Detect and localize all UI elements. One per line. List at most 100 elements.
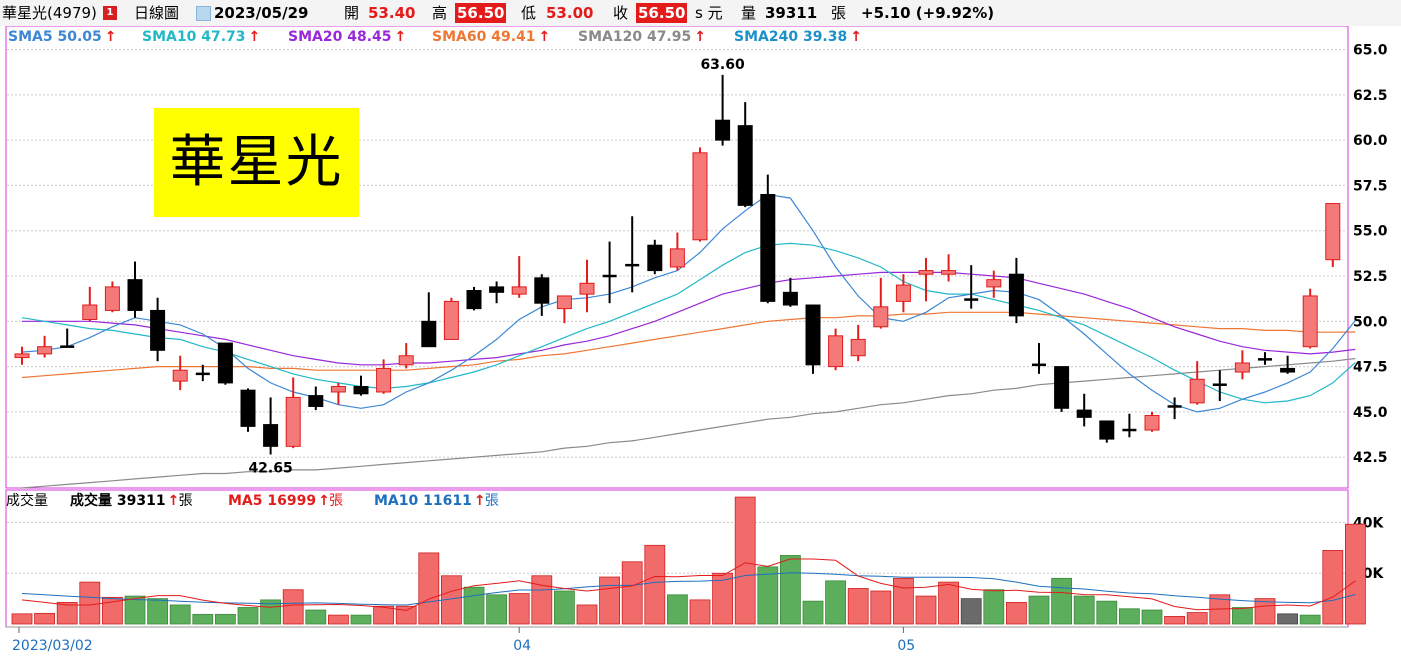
candlestick bbox=[240, 388, 256, 432]
volume-bar bbox=[34, 612, 55, 625]
candlestick bbox=[579, 259, 595, 313]
quote-date: 2023/05/29 bbox=[214, 4, 309, 22]
candle-body bbox=[150, 309, 166, 351]
high-label: 高 bbox=[432, 4, 448, 22]
candle-body bbox=[918, 270, 934, 275]
volume-bar bbox=[102, 596, 123, 625]
volume-bar bbox=[79, 581, 101, 625]
candlestick bbox=[353, 375, 369, 396]
volume-legend: 成交量 成交量 39311 ↑ 張 MA5 16999 ↑ 張 MA10 11611 ↑ 張 bbox=[6, 492, 499, 509]
candlestick bbox=[873, 277, 889, 329]
volume-bar bbox=[214, 613, 236, 625]
close-label: 收 bbox=[613, 4, 629, 22]
volume-bar bbox=[825, 580, 846, 625]
candlestick bbox=[805, 304, 821, 374]
volume-bar bbox=[1232, 607, 1253, 625]
candlestick bbox=[195, 364, 210, 382]
sma60-line bbox=[21, 311, 1356, 379]
candle-body bbox=[534, 277, 550, 304]
high-value: 56.50 bbox=[455, 3, 507, 23]
sma10-line bbox=[21, 242, 1356, 404]
candlestick bbox=[217, 342, 233, 385]
candle-body bbox=[1325, 203, 1341, 261]
volume-bar bbox=[1006, 602, 1027, 625]
volume-bar bbox=[56, 602, 78, 625]
candlestick bbox=[150, 297, 166, 362]
up-arrow-icon: ↑ bbox=[249, 29, 261, 45]
candle-body bbox=[715, 119, 731, 141]
candlestick bbox=[1280, 355, 1296, 374]
candle-body bbox=[466, 290, 482, 310]
volume-bar bbox=[508, 593, 530, 625]
candle-body bbox=[82, 304, 98, 321]
candlestick bbox=[398, 343, 414, 369]
volume-bar bbox=[1051, 577, 1072, 625]
period-label[interactable]: 日線圖 bbox=[134, 4, 180, 22]
volume-bar bbox=[712, 572, 733, 625]
calendar-icon[interactable] bbox=[196, 6, 211, 21]
volume-bar bbox=[463, 586, 485, 625]
date-axis: 2023/03/02 04 05 bbox=[6, 626, 1348, 654]
price-legend-item: SMA120 47.95 ↑ bbox=[578, 29, 706, 45]
candle-body bbox=[14, 353, 30, 359]
volume-bar bbox=[192, 613, 214, 625]
sma5-line bbox=[21, 193, 1356, 413]
candlestick bbox=[895, 274, 911, 313]
candlestick bbox=[1258, 352, 1272, 365]
candlestick bbox=[14, 346, 30, 365]
volume-bar bbox=[1096, 600, 1118, 625]
candlestick bbox=[602, 241, 617, 304]
volume-bar bbox=[1119, 608, 1140, 625]
volume-bar bbox=[893, 577, 914, 625]
candlestick bbox=[941, 254, 957, 282]
volume-bar bbox=[1254, 598, 1276, 625]
price-tick-label: 57.5 bbox=[1353, 178, 1388, 194]
volume-value: 39311 bbox=[765, 4, 818, 22]
price-tick-label: 47.5 bbox=[1353, 360, 1388, 376]
candlestick bbox=[715, 74, 731, 146]
candlestick bbox=[1189, 361, 1205, 405]
candle-body bbox=[353, 386, 369, 395]
open-label: 開 bbox=[344, 4, 360, 22]
volume-ma-lines bbox=[21, 558, 1356, 612]
candlestick bbox=[1144, 411, 1160, 432]
volume-bar bbox=[734, 496, 756, 625]
candlestick bbox=[1054, 366, 1070, 412]
volume-bar bbox=[870, 590, 892, 625]
price-grid bbox=[7, 49, 1347, 458]
volume-legend-label: 成交量 39311 bbox=[70, 492, 166, 509]
candle-body bbox=[1302, 295, 1318, 348]
candle-body bbox=[692, 152, 708, 241]
x-tick-label: 04 bbox=[513, 638, 531, 654]
candlestick bbox=[1008, 257, 1024, 324]
up-arrow-icon: ↑ bbox=[168, 493, 180, 509]
volume-bar bbox=[169, 604, 191, 625]
stock-chart[interactable]: 42.5 45.0 47.5 50.0 52.5 55.0 57.5 60.0 62.5 65.0… bbox=[0, 26, 1401, 656]
volume-bar bbox=[373, 605, 395, 625]
price-tick-label: 55.0 bbox=[1353, 224, 1388, 240]
candle-body bbox=[647, 244, 663, 272]
volume-bar bbox=[1345, 523, 1366, 625]
candle-body bbox=[737, 125, 753, 206]
volume-bar bbox=[531, 575, 553, 625]
up-arrow-icon: ↑ bbox=[539, 29, 551, 45]
candle-body bbox=[511, 286, 527, 295]
candlestick bbox=[1122, 413, 1137, 438]
candlestick bbox=[511, 256, 527, 298]
candle-body bbox=[398, 355, 414, 366]
volume-bar bbox=[554, 590, 575, 625]
up-arrow-icon: ↑ bbox=[850, 29, 862, 45]
price-change: +5.10 (+9.92%) bbox=[861, 4, 995, 22]
candlestick bbox=[1099, 420, 1115, 443]
candlestick bbox=[421, 292, 437, 348]
candle-body bbox=[240, 389, 256, 427]
volume-bar bbox=[11, 613, 33, 625]
price-tick-label: 62.5 bbox=[1353, 88, 1388, 104]
candlestick bbox=[1032, 343, 1046, 374]
up-arrow-icon: ↑ bbox=[474, 493, 486, 509]
candlestick bbox=[330, 382, 346, 405]
volume-legend-item: MA10 11611 ↑ 張 bbox=[374, 493, 499, 509]
volume-bar bbox=[938, 581, 959, 625]
volume-bar bbox=[689, 599, 711, 625]
candlestick bbox=[669, 232, 685, 271]
